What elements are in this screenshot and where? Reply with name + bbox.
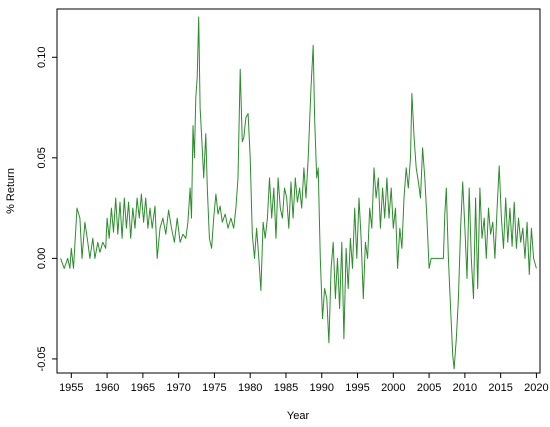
x-tick-label: 2000 bbox=[381, 382, 405, 394]
plot-frame bbox=[56, 8, 541, 374]
plot-box bbox=[56, 8, 541, 374]
x-tick-label: 2005 bbox=[417, 382, 441, 394]
x-tick-label: 1980 bbox=[238, 382, 262, 394]
y-axis: -0.05 0.00 0.05 0.10 bbox=[36, 47, 57, 371]
x-tick-label: 1975 bbox=[202, 382, 226, 394]
x-tick-label: 1970 bbox=[166, 382, 190, 394]
y-tick-label: 0.00 bbox=[36, 248, 48, 269]
x-tick-label: 1955 bbox=[59, 382, 83, 394]
x-tick-label: 1990 bbox=[310, 382, 334, 394]
x-axis: 1955 1960 1965 1970 1975 1980 1985 1990 1995 2000… bbox=[59, 373, 549, 394]
y-tick-label: -0.05 bbox=[36, 346, 48, 371]
y-tick-label: 0.05 bbox=[36, 147, 48, 168]
x-tick-label: 1995 bbox=[345, 382, 369, 394]
x-tick-label: 2020 bbox=[524, 382, 548, 394]
series-layer bbox=[60, 16, 537, 370]
x-axis-title: Year bbox=[287, 410, 310, 422]
x-tick-label: 1965 bbox=[131, 382, 155, 394]
series-line bbox=[60, 16, 537, 370]
y-tick-label: 0.10 bbox=[36, 47, 48, 68]
y-axis-title: % Return bbox=[5, 168, 17, 214]
x-tick-label: 1985 bbox=[274, 382, 298, 394]
x-tick-label: 1960 bbox=[95, 382, 119, 394]
x-tick-label: 2010 bbox=[453, 382, 477, 394]
x-tick-label: 2015 bbox=[488, 382, 512, 394]
